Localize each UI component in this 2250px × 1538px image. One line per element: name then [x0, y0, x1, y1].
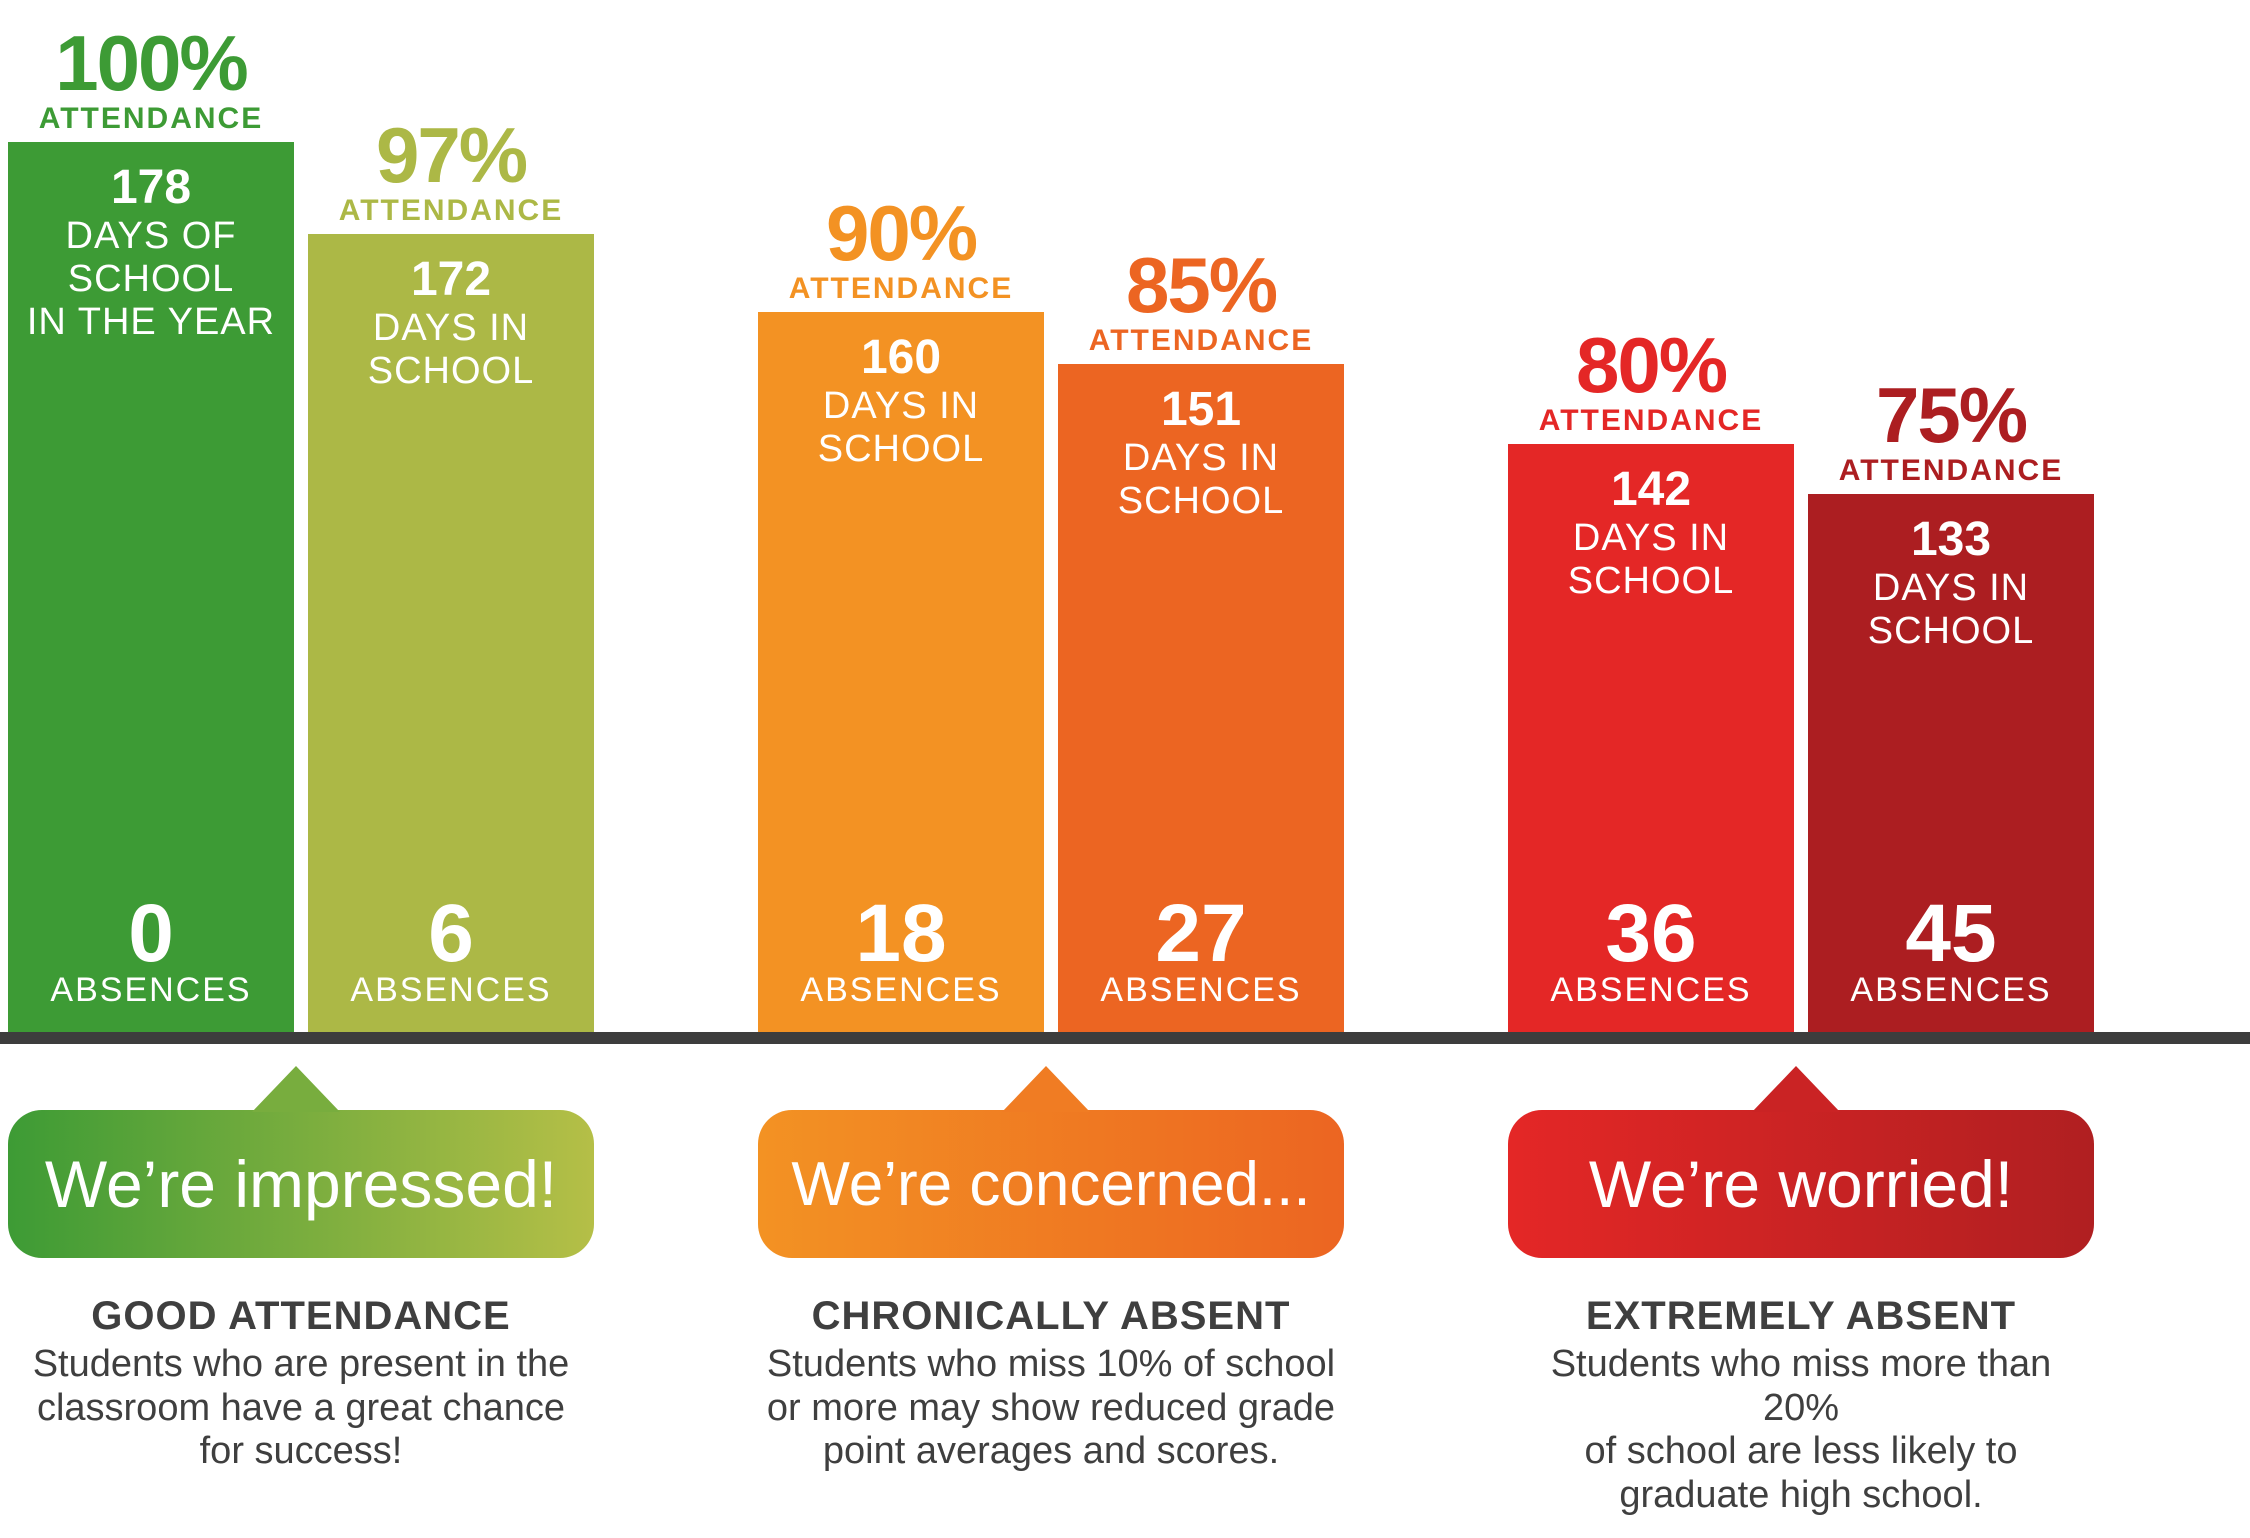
days-text-line: DAYS IN SCHOOL — [758, 385, 1044, 471]
callout-bubble-1: We’re concerned... — [758, 1110, 1344, 1258]
caption-2: EXTREMELY ABSENTStudents who miss more t… — [1508, 1294, 2094, 1518]
days-text-line: DAYS IN SCHOOL — [1508, 517, 1794, 603]
absences-count: 36 — [1508, 897, 1794, 971]
caption-heading: GOOD ATTENDANCE — [8, 1294, 594, 1339]
attendance-bar-chart: 100%ATTENDANCE178DAYS OF SCHOOLIN THE YE… — [0, 0, 2250, 1032]
caption-heading: CHRONICALLY ABSENT — [758, 1294, 1344, 1339]
days-in-school-label: 160DAYS IN SCHOOL — [758, 330, 1044, 471]
days-in-school-label: 133DAYS IN SCHOOL — [1808, 512, 2094, 653]
absences-word: ABSENCES — [1058, 971, 1344, 1010]
absences-label: 36ABSENCES — [1508, 897, 1794, 1010]
days-text-line: IN THE YEAR — [8, 301, 294, 344]
absences-count: 45 — [1808, 897, 2094, 971]
absences-count: 18 — [758, 897, 1044, 971]
absences-word: ABSENCES — [1808, 971, 2094, 1010]
callout-pointer-icon — [1002, 1066, 1090, 1112]
absences-label: 45ABSENCES — [1808, 897, 2094, 1010]
bar-top-label-2: 90%ATTENDANCE — [758, 196, 1044, 306]
caption-0: GOOD ATTENDANCEStudents who are present … — [8, 1294, 594, 1474]
callout-text: We’re concerned... — [791, 1149, 1310, 1220]
attendance-label: ATTENDANCE — [758, 272, 1044, 306]
caption-body: Students who are present in the classroo… — [8, 1343, 594, 1474]
days-in-school-label: 142DAYS IN SCHOOL — [1508, 462, 1794, 603]
attendance-percent: 90% — [758, 196, 1044, 270]
caption-body: Students who miss 10% of school or more … — [758, 1343, 1344, 1474]
attendance-label: ATTENDANCE — [1808, 454, 2094, 488]
absences-count: 0 — [8, 897, 294, 971]
absences-word: ABSENCES — [308, 971, 594, 1010]
attendance-label: ATTENDANCE — [1508, 404, 1794, 438]
attendance-percent: 75% — [1808, 378, 2094, 452]
callout-pointer-icon — [252, 1066, 340, 1112]
absences-word: ABSENCES — [1508, 971, 1794, 1010]
attendance-label: ATTENDANCE — [8, 102, 294, 136]
absences-count: 6 — [308, 897, 594, 971]
bar-top-label-3: 85%ATTENDANCE — [1058, 248, 1344, 358]
absences-label: 0ABSENCES — [8, 897, 294, 1010]
absences-label: 6ABSENCES — [308, 897, 594, 1010]
caption-1: CHRONICALLY ABSENTStudents who miss 10% … — [758, 1294, 1344, 1474]
bar-0: 100%ATTENDANCE178DAYS OF SCHOOLIN THE YE… — [8, 142, 294, 1032]
bar-4: 80%ATTENDANCE142DAYS IN SCHOOL36ABSENCES — [1508, 444, 1794, 1032]
callout-text: We’re impressed! — [45, 1146, 557, 1222]
bar-5: 75%ATTENDANCE133DAYS IN SCHOOL45ABSENCES — [1808, 494, 2094, 1032]
absences-word: ABSENCES — [8, 971, 294, 1010]
caption-body: Students who miss more than 20% of schoo… — [1508, 1343, 2094, 1518]
attendance-percent: 80% — [1508, 328, 1794, 402]
callout-bubble-0: We’re impressed! — [8, 1110, 594, 1258]
days-text-line: DAYS IN SCHOOL — [308, 307, 594, 393]
callout-bubble-2: We’re worried! — [1508, 1110, 2094, 1258]
absences-count: 27 — [1058, 897, 1344, 971]
bar-3: 85%ATTENDANCE151DAYS IN SCHOOL27ABSENCES — [1058, 364, 1344, 1032]
bar-2: 90%ATTENDANCE160DAYS IN SCHOOL18ABSENCES — [758, 312, 1044, 1032]
days-text-line: DAYS OF SCHOOL — [8, 215, 294, 301]
bar-top-label-4: 80%ATTENDANCE — [1508, 328, 1794, 438]
chart-baseline — [0, 1032, 2250, 1044]
days-count: 172 — [308, 252, 594, 307]
attendance-label: ATTENDANCE — [308, 194, 594, 228]
bar-top-label-0: 100%ATTENDANCE — [8, 26, 294, 136]
days-count: 178 — [8, 160, 294, 215]
days-in-school-label: 178DAYS OF SCHOOLIN THE YEAR — [8, 160, 294, 344]
absences-word: ABSENCES — [758, 971, 1044, 1010]
days-text-line: DAYS IN SCHOOL — [1058, 437, 1344, 523]
bar-top-label-5: 75%ATTENDANCE — [1808, 378, 2094, 488]
days-in-school-label: 151DAYS IN SCHOOL — [1058, 382, 1344, 523]
bar-top-label-1: 97%ATTENDANCE — [308, 118, 594, 228]
days-count: 142 — [1508, 462, 1794, 517]
absences-label: 27ABSENCES — [1058, 897, 1344, 1010]
absences-label: 18ABSENCES — [758, 897, 1044, 1010]
days-count: 133 — [1808, 512, 2094, 567]
callout-text: We’re worried! — [1589, 1146, 2013, 1222]
days-count: 151 — [1058, 382, 1344, 437]
attendance-percent: 97% — [308, 118, 594, 192]
days-count: 160 — [758, 330, 1044, 385]
callout-pointer-icon — [1752, 1066, 1840, 1112]
caption-heading: EXTREMELY ABSENT — [1508, 1294, 2094, 1339]
attendance-percent: 85% — [1058, 248, 1344, 322]
days-text-line: DAYS IN SCHOOL — [1808, 567, 2094, 653]
attendance-label: ATTENDANCE — [1058, 324, 1344, 358]
bar-1: 97%ATTENDANCE172DAYS IN SCHOOL6ABSENCES — [308, 234, 594, 1032]
days-in-school-label: 172DAYS IN SCHOOL — [308, 252, 594, 393]
attendance-percent: 100% — [8, 26, 294, 100]
